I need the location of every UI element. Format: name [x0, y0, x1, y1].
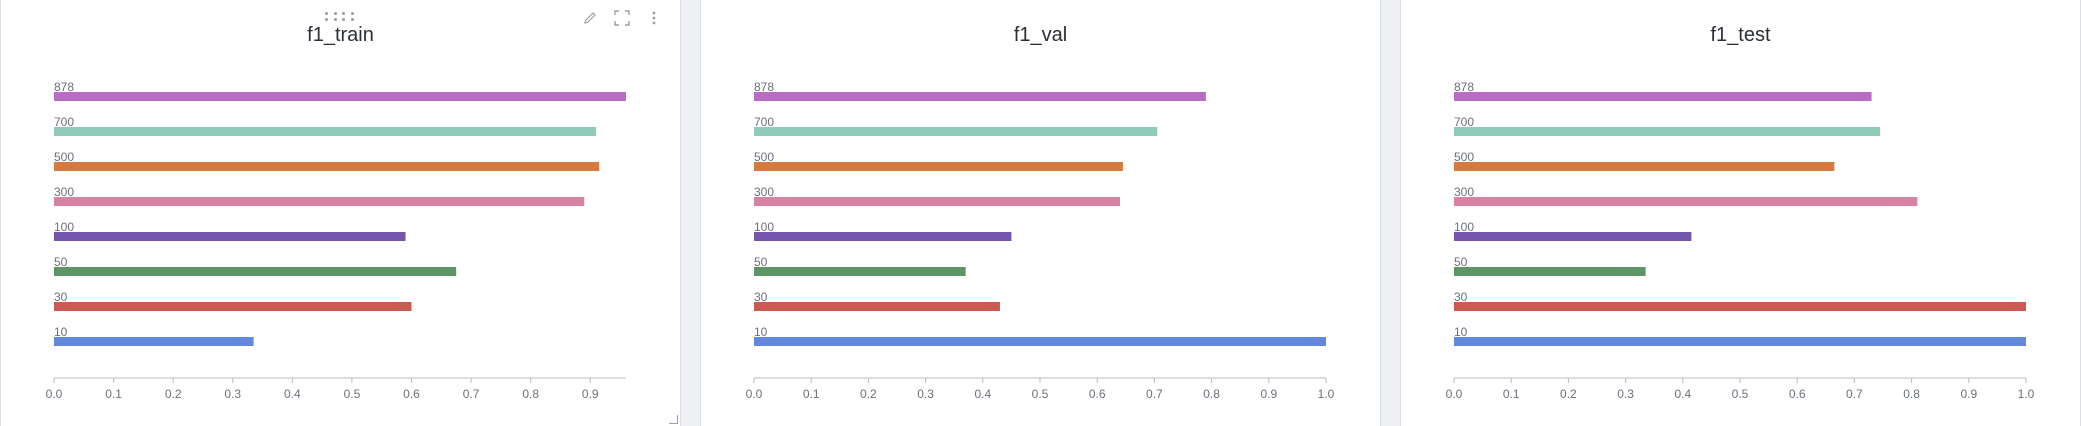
x-tick-label: 0.1: [803, 387, 820, 401]
bar[interactable]: [754, 232, 1012, 241]
chart-title: f1_train: [307, 24, 374, 46]
bar[interactable]: [1454, 302, 2026, 311]
x-tick-label: 0.1: [1503, 387, 1520, 401]
x-tick-label: 1.0: [2018, 387, 2035, 401]
bar-label: 700: [754, 115, 774, 129]
x-tick-label: 0.2: [165, 387, 182, 401]
bar[interactable]: [54, 302, 412, 311]
x-tick-label: 0.4: [1674, 387, 1691, 401]
drag-handle-icon[interactable]: [325, 12, 357, 22]
bar-label: 100: [1454, 220, 1474, 234]
bar[interactable]: [754, 92, 1206, 101]
x-tick-label: 0.2: [860, 387, 877, 401]
bar-label: 100: [54, 220, 74, 234]
chart-panel-f1-train: f1_train 0.0 0.1 0.2 0.3 0.4 0.5 0.6 0.7 0.8 0.9 8…: [0, 0, 681, 426]
bar-label: 50: [54, 255, 68, 269]
bar[interactable]: [1454, 267, 1646, 276]
bar-label: 50: [754, 255, 768, 269]
x-tick-label: 0.4: [284, 387, 301, 401]
x-tick-label: 0.6: [1089, 387, 1106, 401]
x-tick-label: 0.7: [1846, 387, 1863, 401]
x-tick-label: 0.7: [1146, 387, 1163, 401]
bar-chart: 0.0 0.1 0.2 0.3 0.4 0.5 0.6 0.7 0.8 0.9 1.0 878 700 5…: [1446, 80, 2035, 401]
bar-label: 10: [1454, 325, 1468, 339]
x-tick-label: 0.8: [522, 387, 539, 401]
chart-panel-f1-test: f1_test 0.0 0.1 0.2 0.3 0.4 0.5 0.6 0.7 0.8 0.9 1.…: [1400, 0, 2081, 426]
bar[interactable]: [754, 197, 1121, 206]
bar[interactable]: [754, 302, 1000, 311]
x-tick-label: 0.9: [1260, 387, 1277, 401]
resize-handle-icon[interactable]: [669, 415, 678, 424]
bar[interactable]: [54, 162, 600, 171]
x-tick-label: 0.1: [105, 387, 122, 401]
x-tick-label: 0.9: [582, 387, 599, 401]
x-tick-label: 0.5: [344, 387, 361, 401]
x-tick-label: 0.2: [1560, 387, 1577, 401]
bar-label: 300: [1454, 185, 1474, 199]
bar-chart: 0.0 0.1 0.2 0.3 0.4 0.5 0.6 0.7 0.8 0.9 878 700 500 3…: [46, 80, 626, 401]
bar[interactable]: [54, 232, 406, 241]
bar[interactable]: [54, 127, 597, 136]
bar[interactable]: [754, 127, 1158, 136]
x-tick-label: 0.5: [1732, 387, 1749, 401]
bar-label: 100: [754, 220, 774, 234]
bar-label: 878: [54, 80, 74, 94]
x-tick-label: 0.4: [974, 387, 991, 401]
bar-label: 300: [754, 185, 774, 199]
bar[interactable]: [1454, 92, 1872, 101]
x-tick-label: 0.9: [1960, 387, 1977, 401]
panel-toolbar: [580, 8, 664, 28]
x-tick-label: 0.6: [403, 387, 420, 401]
x-tick-label: 0.8: [1203, 387, 1220, 401]
bar[interactable]: [54, 267, 457, 276]
bar-label: 30: [1454, 290, 1468, 304]
bar[interactable]: [1454, 162, 1835, 171]
x-tick-label: 0.0: [746, 387, 763, 401]
x-tick-label: 0.3: [224, 387, 241, 401]
bar[interactable]: [1454, 337, 2026, 346]
bar-label: 878: [1454, 80, 1474, 94]
bar-label: 500: [754, 150, 774, 164]
x-tick-label: 0.0: [1446, 387, 1463, 401]
bar-label: 500: [54, 150, 74, 164]
pencil-icon[interactable]: [580, 8, 600, 28]
bar-label: 500: [1454, 150, 1474, 164]
chart-title: f1_test: [1710, 24, 1771, 46]
x-tick-label: 0.6: [1789, 387, 1806, 401]
x-tick-label: 0.5: [1032, 387, 1049, 401]
chart-title: f1_val: [1013, 24, 1068, 46]
bar[interactable]: [754, 267, 966, 276]
bar-label: 50: [1454, 255, 1468, 269]
bar-label: 30: [754, 290, 768, 304]
bar[interactable]: [1454, 232, 1692, 241]
x-tick-label: 0.8: [1903, 387, 1920, 401]
x-tick-label: 1.0: [1318, 387, 1335, 401]
bar[interactable]: [54, 197, 585, 206]
bar[interactable]: [54, 337, 254, 346]
chart-panel-f1-val: f1_val 0.0 0.1 0.2 0.3 0.4 0.5 0.6 0.7 0.8 0.9 1.0…: [700, 0, 1381, 426]
bar-label: 700: [54, 115, 74, 129]
bar-chart: 0.0 0.1 0.2 0.3 0.4 0.5 0.6 0.7 0.8 0.9 1.0 878 700 5…: [746, 80, 1335, 401]
bar-label: 300: [54, 185, 74, 199]
bar-label: 700: [1454, 115, 1474, 129]
x-tick-label: 0.7: [463, 387, 480, 401]
x-tick-label: 0.3: [1617, 387, 1634, 401]
bar[interactable]: [54, 92, 626, 101]
x-tick-label: 0.3: [917, 387, 934, 401]
x-tick-label: 0.0: [46, 387, 63, 401]
bar-label: 10: [54, 325, 68, 339]
bar-label: 878: [754, 80, 774, 94]
more-vertical-icon[interactable]: [644, 8, 664, 28]
bar-label: 30: [54, 290, 68, 304]
fullscreen-icon[interactable]: [612, 8, 632, 28]
bar-label: 10: [754, 325, 768, 339]
bar[interactable]: [754, 162, 1123, 171]
bar[interactable]: [754, 337, 1326, 346]
bar[interactable]: [1454, 197, 1918, 206]
bar[interactable]: [1454, 127, 1881, 136]
